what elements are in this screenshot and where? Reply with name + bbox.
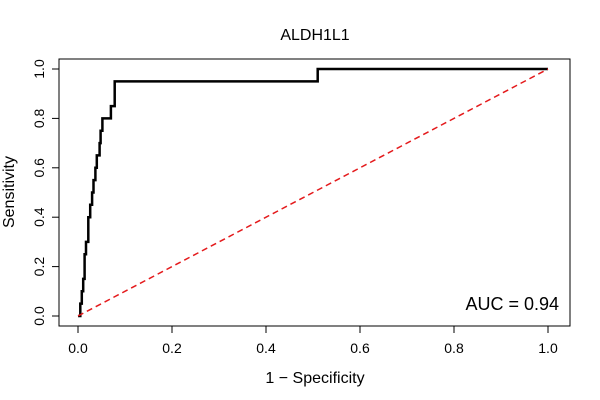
- y-tick-label: 0.4: [31, 207, 47, 227]
- y-tick-label: 0.2: [31, 257, 47, 277]
- x-tick-label: 1.0: [538, 340, 558, 356]
- diagonal-reference-line: [77, 68, 549, 317]
- chart-title: ALDH1L1: [280, 27, 349, 44]
- x-tick-label: 0.8: [444, 340, 464, 356]
- y-tick-label: 0.0: [31, 306, 47, 326]
- series-layer: [77, 67, 549, 318]
- y-tick-label: 0.8: [31, 108, 47, 128]
- x-tick-label: 0.6: [350, 340, 370, 356]
- x-tick-label: 0.4: [256, 340, 276, 356]
- auc-annotation: AUC = 0.94: [465, 294, 559, 314]
- x-tick-label: 0.0: [68, 340, 88, 356]
- y-tick-label: 0.6: [31, 158, 47, 178]
- x-axis-label: 1 − Specificity: [265, 370, 364, 387]
- x-tick-label: 0.2: [162, 340, 182, 356]
- y-tick-label: 1.0: [31, 59, 47, 79]
- roc-curve: [78, 67, 548, 318]
- y-axis: 0.0 0.2 0.4 0.6 0.8 1.0: [31, 59, 60, 326]
- y-axis-label: Sensitivity: [1, 156, 18, 228]
- x-axis: 0.0 0.2 0.4 0.6 0.8 1.0: [68, 325, 558, 356]
